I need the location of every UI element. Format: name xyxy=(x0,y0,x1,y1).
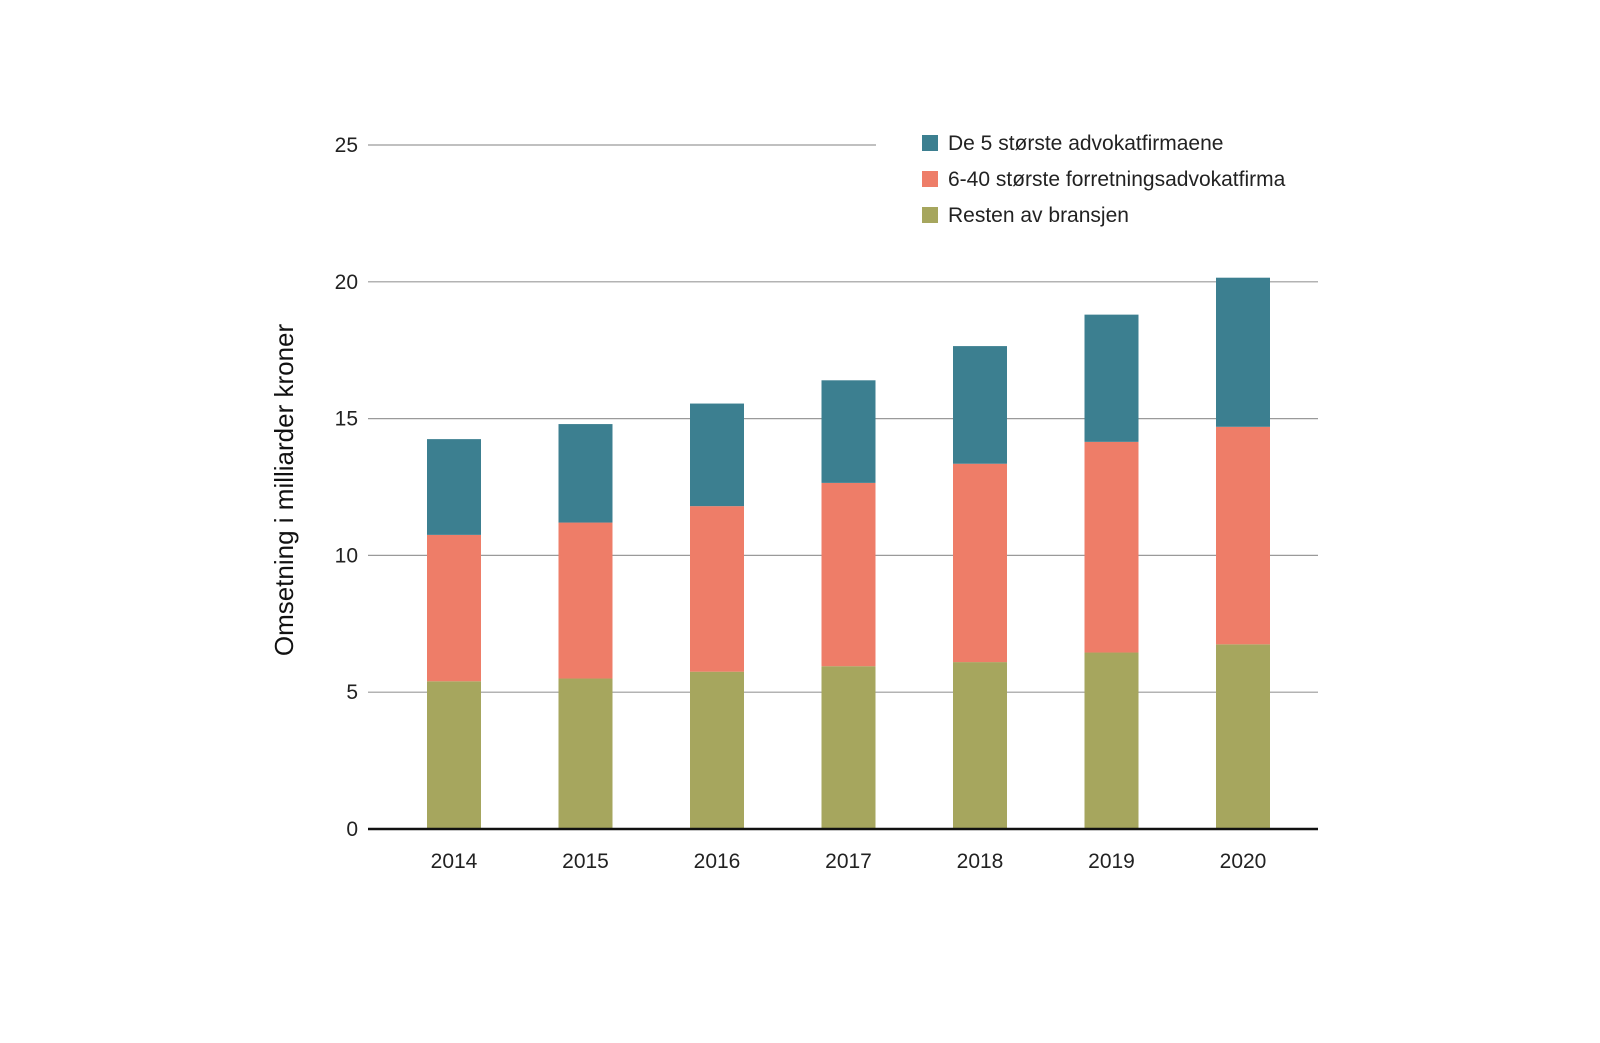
bar-segment xyxy=(558,522,613,679)
bar-segment xyxy=(1084,441,1139,653)
bar-segment xyxy=(427,439,481,535)
x-tick-label: 2019 xyxy=(1088,850,1135,873)
x-tick-label: 2017 xyxy=(825,850,872,873)
bar-segment xyxy=(821,380,876,483)
x-tick-label: 2014 xyxy=(431,850,478,873)
bar-segment xyxy=(821,482,876,667)
legend-swatch xyxy=(922,135,938,151)
bar-segment xyxy=(690,671,744,829)
bar-segment xyxy=(427,534,481,682)
bar-segment xyxy=(953,662,1007,829)
bar-segment xyxy=(1216,277,1270,427)
y-tick-label: 15 xyxy=(335,408,358,431)
y-tick-label: 5 xyxy=(346,681,358,704)
bar-segment xyxy=(558,424,613,523)
legend-swatch xyxy=(922,207,938,223)
legend-label: 6-40 største forretningsadvokatfirma xyxy=(948,168,1286,191)
bar-segment xyxy=(690,506,744,672)
y-tick-label: 10 xyxy=(335,544,358,567)
y-tick-label: 20 xyxy=(335,271,358,294)
x-tick-label: 2015 xyxy=(562,850,609,873)
bar-segment xyxy=(1084,652,1139,829)
bar-segment xyxy=(1216,644,1270,829)
bar-segment xyxy=(558,678,613,829)
legend-label: Resten av bransjen xyxy=(948,204,1129,227)
bar-segment xyxy=(821,666,876,829)
y-tick-label: 25 xyxy=(335,134,358,157)
x-tick-label: 2020 xyxy=(1220,850,1267,873)
x-tick-label: 2016 xyxy=(694,850,741,873)
y-axis-title: Omsetning i milliarder kroner xyxy=(269,323,299,656)
x-tick-label: 2018 xyxy=(957,850,1004,873)
legend: De 5 største advokatfirmaene 6-40 største… xyxy=(922,132,1286,227)
bar-segment xyxy=(427,681,481,829)
y-tick-label: 0 xyxy=(346,818,358,841)
bar-segment xyxy=(953,346,1007,464)
bar-segment xyxy=(690,403,744,507)
bar-segment xyxy=(1216,426,1270,645)
legend-label: De 5 største advokatfirmaene xyxy=(948,132,1223,155)
y-axis-ticks: 0 5 10 15 20 25 xyxy=(335,134,358,841)
bar-segment xyxy=(953,463,1007,663)
x-axis-ticks: 2014 2015 2016 2017 2018 2019 2020 xyxy=(431,850,1267,873)
legend-swatch xyxy=(922,171,938,187)
bars xyxy=(427,277,1270,829)
bar-segment xyxy=(1084,314,1139,442)
